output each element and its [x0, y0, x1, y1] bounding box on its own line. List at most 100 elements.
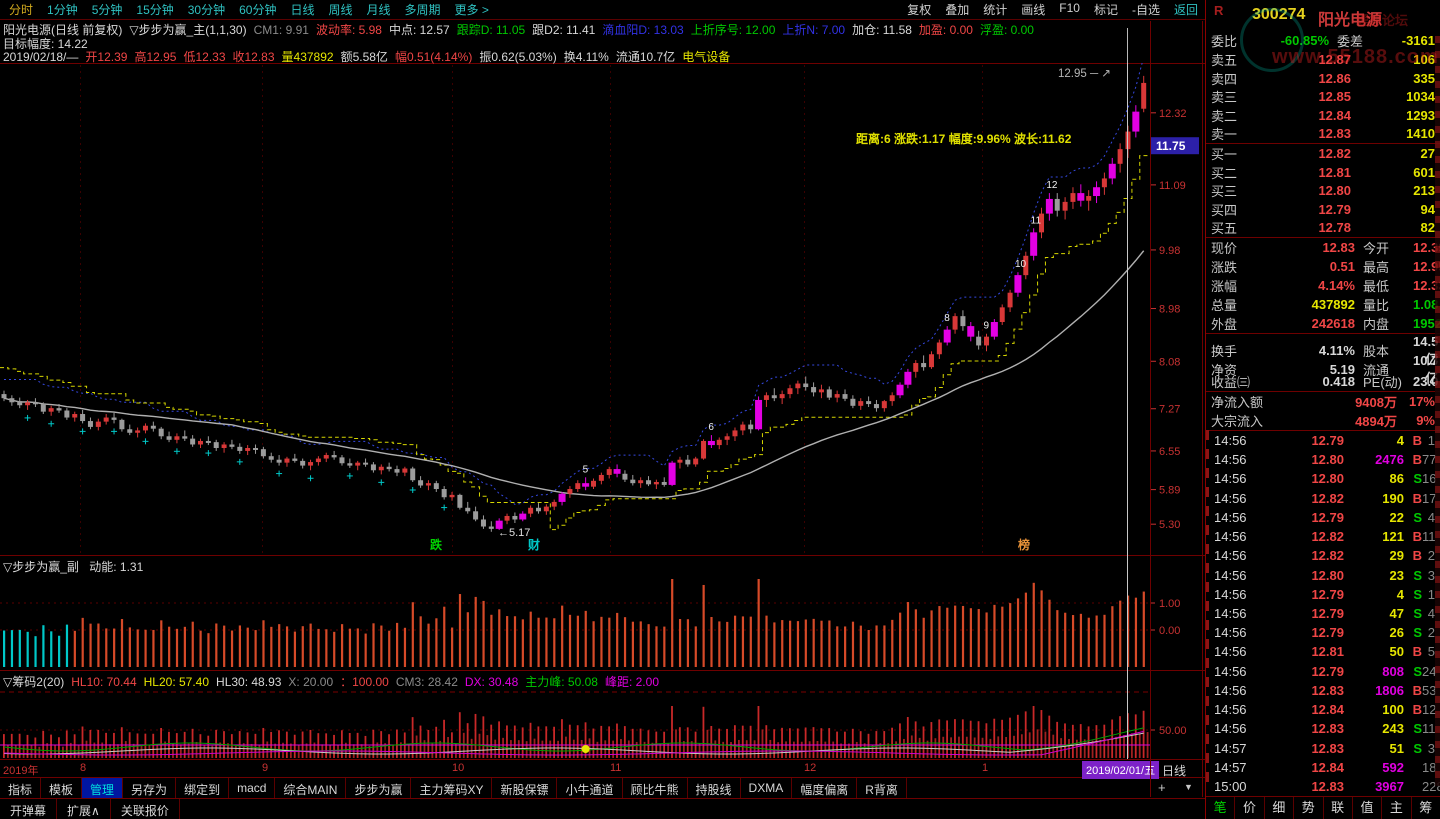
indicator-dropdown-icon[interactable]: ▼: [1184, 782, 1193, 792]
tab-小牛通道[interactable]: 小牛通道: [557, 778, 623, 798]
bid-row[interactable]: 买二 12.81 601: [1206, 163, 1440, 182]
menu-item-多周期[interactable]: 多周期: [404, 3, 441, 17]
svg-text:12.32: 12.32: [1159, 108, 1187, 120]
tick-time: 14:56: [1214, 452, 1247, 468]
tick-row[interactable]: 14:56 12.79 47 S 4: [1206, 604, 1440, 623]
ask-row[interactable]: 卖二 12.84 1293: [1206, 106, 1440, 125]
ask-row[interactable]: 卖一 12.83 1410: [1206, 124, 1440, 143]
menu-item-叠加[interactable]: 叠加: [945, 3, 970, 17]
tab-指标[interactable]: 指标: [0, 778, 42, 798]
tick-row[interactable]: 14:56 12.84 100 B 12: [1206, 700, 1440, 719]
menu-item-分时[interactable]: 分时: [9, 3, 34, 17]
tick-row[interactable]: 14:56 12.80 86 S 16: [1206, 469, 1440, 488]
tick-time: 15:00: [1214, 778, 1247, 794]
tick-row[interactable]: 14:56 12.79 808 S 24: [1206, 662, 1440, 681]
ask-row[interactable]: 卖三 12.85 1034: [1206, 87, 1440, 106]
ask-row[interactable]: 卖五 12.87 106: [1206, 50, 1440, 69]
tick-count: 18: [1422, 759, 1437, 775]
tab-模板[interactable]: 模板: [41, 778, 83, 798]
ask-row[interactable]: 卖四 12.86 335: [1206, 69, 1440, 88]
tick-count: 1: [1427, 586, 1435, 602]
tab-幅度偏离[interactable]: 幅度偏离: [792, 778, 858, 798]
stat-label: 最低: [1363, 278, 1390, 294]
menu-item-更多 >[interactable]: 更多 >: [454, 3, 489, 17]
bid-row[interactable]: 买一 12.82 27: [1206, 144, 1440, 163]
axis-month-2019年: 2019年: [3, 765, 39, 777]
crosshair-line-top: [1127, 28, 1128, 63]
tab-管理[interactable]: 管理: [82, 778, 124, 798]
tick-row[interactable]: 14:56 12.79 4 S 1: [1206, 585, 1440, 604]
tab-R背离[interactable]: R背离: [857, 778, 907, 798]
tick-time: 14:57: [1214, 740, 1247, 756]
add-indicator-button[interactable]: +: [1158, 780, 1166, 795]
menu-item-月线[interactable]: 月线: [366, 3, 391, 17]
tab-主力筹码XY[interactable]: 主力筹码XY: [411, 778, 493, 798]
tab-综合MAIN[interactable]: 综合MAIN: [275, 778, 347, 798]
menu-item-60分钟[interactable]: 60分钟: [239, 3, 277, 17]
tick-direction: S: [1413, 663, 1422, 679]
quote-tab-筹[interactable]: 筹: [1419, 800, 1433, 815]
menu-item-30分钟[interactable]: 30分钟: [187, 3, 226, 17]
quote-tab-联[interactable]: 联: [1324, 797, 1353, 819]
tab-顾比牛熊[interactable]: 顾比牛熊: [623, 778, 688, 798]
bottombar-关联报价[interactable]: 关联报价: [111, 799, 180, 819]
menu-item-日线[interactable]: 日线: [290, 3, 315, 17]
menu-item-1分钟[interactable]: 1分钟: [47, 3, 78, 17]
tab-步步为赢[interactable]: 步步为赢: [346, 778, 412, 798]
menu-item-5分钟[interactable]: 5分钟: [91, 3, 123, 17]
tick-volume: 23: [1389, 567, 1404, 583]
order-price: 12.79: [1318, 201, 1351, 217]
tick-row[interactable]: 14:56 12.82 29 B 2: [1206, 546, 1440, 565]
tick-row[interactable]: 14:56 12.80 23 S 3: [1206, 565, 1440, 584]
tick-row[interactable]: 14:56 12.79 22 S 4: [1206, 508, 1440, 527]
menu-item-标记[interactable]: 标记: [1093, 3, 1118, 17]
quote-tab-价[interactable]: 价: [1235, 797, 1265, 819]
menu-item-15分钟[interactable]: 15分钟: [136, 3, 174, 17]
tab-绑定到[interactable]: 绑定到: [176, 778, 230, 798]
bid-row[interactable]: 买五 12.78 82: [1206, 218, 1440, 237]
tick-list-scrollbar[interactable]: [1435, 36, 1440, 786]
price-chart[interactable]: 5 6 8 9 10 11 12 ←5.17 12.95 ─ ↗ 距离:6 涨跌:1.17 幅度:…: [0, 63, 1205, 760]
menu-item-周线[interactable]: 周线: [328, 3, 353, 17]
bid-row[interactable]: 买三 12.80 213: [1206, 181, 1440, 200]
tab-另存为[interactable]: 另存为: [123, 778, 177, 798]
tick-row[interactable]: 14:57 12.84 592 18: [1206, 758, 1440, 777]
tick-row[interactable]: 14:56 12.83 243 S 11: [1206, 719, 1440, 738]
svg-text:9.98: 9.98: [1159, 245, 1180, 257]
quote-tab-细[interactable]: 细: [1265, 797, 1295, 819]
menu-item-画线[interactable]: 画线: [1021, 3, 1046, 17]
indicator-param: 加仓: 11.58: [852, 23, 912, 37]
order-price: 12.81: [1318, 164, 1351, 180]
bottombar-开弹幕[interactable]: 开弹幕: [0, 799, 58, 819]
menu-item-返回[interactable]: 返回: [1173, 3, 1198, 17]
tick-time: 14:56: [1214, 644, 1247, 660]
bid-row[interactable]: 买四 12.79 94: [1206, 200, 1440, 219]
tick-time: 14:56: [1214, 682, 1247, 698]
quote-tab-值[interactable]: 值: [1353, 797, 1383, 819]
tick-row[interactable]: 14:56 12.80 2476 B 77: [1206, 450, 1440, 469]
tick-row[interactable]: 14:56 12.81 50 B 5: [1206, 642, 1440, 661]
quote-tab-主[interactable]: 主: [1382, 797, 1412, 819]
menu-item-统计[interactable]: 统计: [983, 3, 1008, 17]
tick-row[interactable]: 14:57 12.83 51 S 3: [1206, 738, 1440, 757]
menu-item--自选[interactable]: -自选: [1131, 3, 1160, 17]
tab-新股保镖[interactable]: 新股保镖: [492, 778, 558, 798]
quote-tab-笔[interactable]: 笔: [1206, 797, 1236, 819]
tick-row[interactable]: 14:56 12.79 26 S 2: [1206, 623, 1440, 642]
date-axis[interactable]: 2019/02/01/五 日线 2019年 8 9 10 11 12 1: [0, 760, 1205, 779]
bottombar-扩展∧[interactable]: 扩展∧: [57, 799, 111, 819]
tick-time: 14:56: [1214, 490, 1247, 506]
tick-row[interactable]: 14:56 12.82 190 B 17: [1206, 489, 1440, 508]
quote-tab-势[interactable]: 势: [1294, 797, 1324, 819]
tab-macd[interactable]: macd: [229, 778, 276, 798]
menu-item-复权[interactable]: 复权: [907, 3, 932, 17]
tab-持股线[interactable]: 持股线: [688, 778, 741, 798]
tab-DXMA[interactable]: DXMA: [741, 778, 793, 798]
menu-item-F10[interactable]: F10: [1059, 1, 1080, 15]
chart-area[interactable]: 5 6 8 9 10 11 12 ←5.17 12.95 ─ ↗ 距离:6 涨跌:1.17 幅度:…: [0, 63, 1205, 760]
tick-row[interactable]: 14:56 12.79 4 B 1: [1206, 431, 1440, 450]
tick-row[interactable]: 14:56 12.83 1806 B 53: [1206, 681, 1440, 700]
tick-row[interactable]: 14:56 12.82 121 B 11: [1206, 527, 1440, 546]
tick-trade-list[interactable]: 14:56 12.79 4 B 1 14:56 12.80 2476 B 77 14:56 12.80…: [1206, 431, 1440, 796]
